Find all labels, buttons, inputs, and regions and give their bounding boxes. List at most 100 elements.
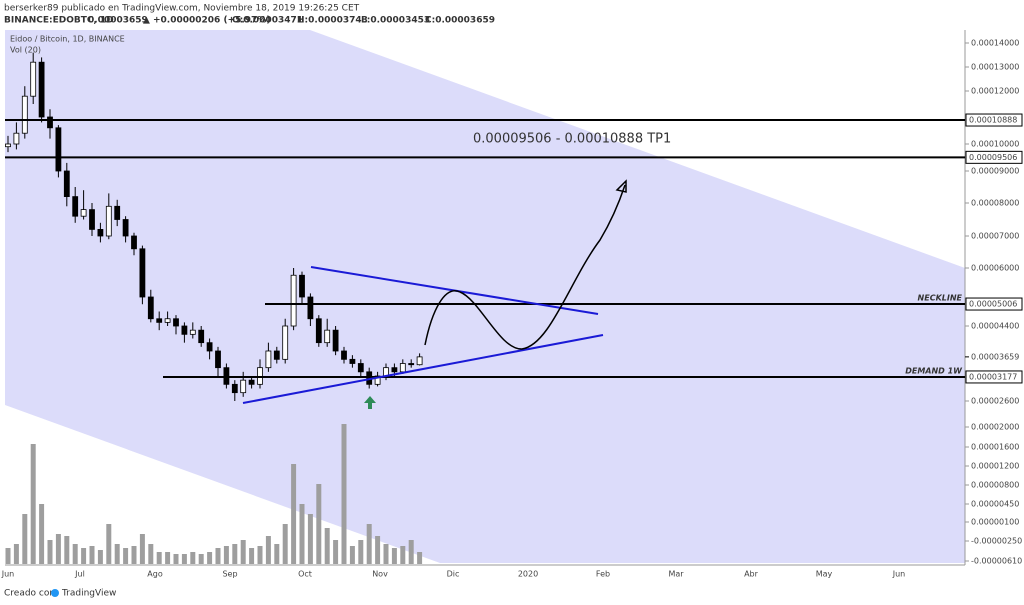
candle-body [324, 329, 331, 344]
volume-bar [391, 548, 397, 564]
x-tick-label: Jun [892, 570, 906, 579]
candle-body [189, 329, 196, 335]
candle-body [47, 116, 53, 129]
volume-bar [366, 524, 372, 564]
candle-body [89, 209, 95, 230]
change-arrow: ▲ [143, 16, 150, 26]
last: 0.00003659 [88, 16, 148, 26]
volume-label: Vol (20) [10, 46, 41, 55]
y-tick-label: 0.00012000 [971, 87, 1019, 96]
y-tick-label: 0.00000450 [971, 500, 1019, 509]
price-label: 0.00009506 [969, 153, 1017, 162]
y-tick-label: 0.00013000 [971, 63, 1019, 72]
volume-bar [383, 544, 389, 564]
candle-body [97, 228, 104, 237]
candle-body [215, 350, 221, 369]
x-tick-label: Oct [298, 570, 312, 579]
volume-bar [375, 536, 381, 564]
volume-bar [148, 544, 154, 564]
volume-bar [257, 546, 263, 564]
volume-bar [232, 544, 238, 564]
volume-bar [291, 464, 297, 564]
volume-bar [190, 552, 196, 564]
candle-body [13, 132, 20, 145]
volume-bar [333, 540, 339, 564]
volume-bar [240, 540, 246, 564]
close: C:0.00003659 [425, 16, 495, 26]
volume-bar [97, 550, 103, 564]
footer-created: Creado con [4, 589, 55, 599]
volume-bar [417, 552, 423, 564]
x-tick-label: Jun [1, 570, 15, 579]
projection-arrow [615, 179, 627, 193]
candle-body [105, 205, 112, 237]
volume-bar [307, 514, 313, 564]
candle-body [72, 196, 79, 217]
level-name: DEMAND 1W [905, 366, 963, 375]
candle-body [248, 379, 255, 385]
price-label: 0.00010888 [969, 116, 1017, 125]
candle-body [290, 274, 297, 327]
candle-body [332, 329, 339, 352]
last-price-label: 0.00003659 [971, 352, 1019, 361]
y-tick-label: 0.00002000 [971, 423, 1019, 432]
volume-bar [131, 546, 137, 564]
x-tick-label: Sep [222, 570, 237, 579]
candle-body [139, 248, 146, 298]
volume-bar [249, 548, 255, 564]
volume-bar [64, 536, 70, 564]
y-tick-label: 0.00014000 [971, 39, 1019, 48]
candle-body [164, 318, 171, 323]
candle-body [399, 363, 406, 373]
logo [51, 589, 59, 597]
candle-body [5, 143, 11, 148]
price-label-box [965, 370, 1023, 384]
volume-bar [89, 546, 95, 564]
green-arrow [364, 396, 376, 409]
candle-body [63, 170, 70, 198]
high: H:0.00003743 [297, 16, 368, 26]
volume-bar [114, 544, 120, 564]
y-tick-label: 0.00002600 [971, 397, 1019, 406]
volume-bar [198, 554, 204, 564]
candle-body [21, 95, 28, 134]
change: +0.00000206 (+5.97%) [153, 16, 270, 26]
projection-curve [424, 184, 626, 350]
candle-body [357, 363, 364, 373]
volume-bar [139, 534, 145, 564]
y-tick-label: 0.00010000 [971, 140, 1019, 149]
candle-body [315, 318, 322, 344]
y-tick-label: 0.00007000 [971, 232, 1019, 241]
candle-body [80, 209, 87, 217]
candle-body [299, 274, 305, 298]
candle-body [55, 127, 62, 172]
x-tick-label: 2020 [518, 570, 538, 579]
volume-bar [123, 548, 129, 564]
symbol-line: BINANCE:EDOBTC, 1D 0.00003659 ▲ +0.00000… [4, 16, 495, 26]
volume-bar [30, 444, 36, 564]
triangle-bottom [242, 334, 604, 404]
candle-body [391, 367, 398, 373]
volume-bar [282, 524, 288, 564]
price-label: 0.00005006 [969, 300, 1017, 309]
x-tick-label: Dic [447, 570, 460, 579]
candle-body [273, 350, 280, 360]
candle-body [349, 358, 356, 364]
volume-bar [299, 504, 305, 564]
volume-bar [349, 546, 355, 564]
volume-bar [72, 544, 78, 564]
volume-bar [181, 554, 187, 564]
volume-bar [106, 524, 112, 564]
y-tick-label: 0.00009000 [971, 167, 1019, 176]
volume-bar [215, 548, 221, 564]
volume-bar [274, 544, 280, 564]
volume-bar [265, 536, 271, 564]
x-tick-label: Abr [744, 570, 759, 579]
candle-body [282, 325, 289, 360]
candle-body [114, 205, 121, 220]
volume-bar [408, 540, 414, 564]
candle-body [181, 325, 188, 335]
price-label: 0.00003177 [969, 372, 1017, 381]
